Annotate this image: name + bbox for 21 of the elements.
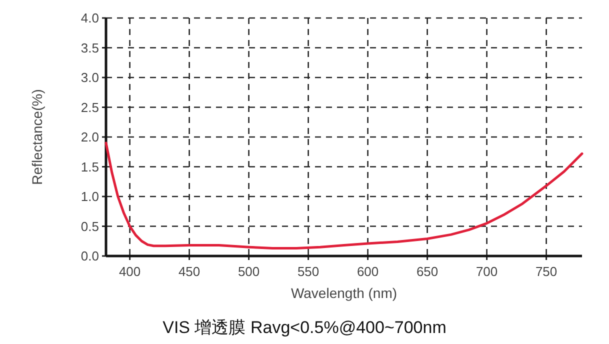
y-tick-label: 2.5 <box>80 100 99 115</box>
x-axis-title: Wavelength (nm) <box>290 285 398 301</box>
y-tick-label: 0.0 <box>80 248 99 264</box>
x-tick-label: 600 <box>356 264 379 279</box>
y-tick-label: 3.5 <box>80 40 99 56</box>
y-tick-label: 3.0 <box>80 70 99 85</box>
x-tick-label: 550 <box>297 264 320 279</box>
x-tick-label: 700 <box>476 264 498 279</box>
y-tick-label: 1.0 <box>80 189 99 204</box>
x-tick-label: 500 <box>238 264 260 279</box>
text: VIS 增透膜 Ravg<0.5%@400~700nm <box>162 318 446 337</box>
y-tick-label: 0.5 <box>80 218 99 234</box>
y-axis-title: Reflectance(%) <box>29 89 45 185</box>
x-tick-label: 750 <box>535 264 558 279</box>
y-tick-label: 1.5 <box>80 159 99 174</box>
line-series <box>104 142 584 250</box>
y-tick-label: 4.0 <box>80 10 99 26</box>
x-tick-label: 450 <box>178 264 200 279</box>
x-tick-label: 650 <box>416 264 438 279</box>
y-tick-label: 2.0 <box>80 130 99 144</box>
x-tick-label: 400 <box>118 264 141 279</box>
